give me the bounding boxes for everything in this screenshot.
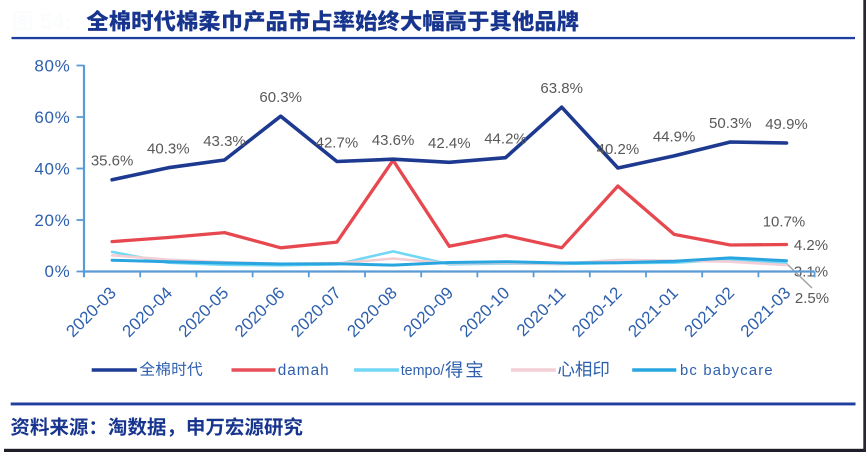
svg-text:40.3%: 40.3%	[147, 141, 190, 158]
svg-text:40%: 40%	[34, 159, 70, 178]
svg-text:49.9%: 49.9%	[765, 116, 808, 133]
svg-text:4.2%: 4.2%	[794, 237, 828, 254]
svg-text:60%: 60%	[34, 108, 70, 127]
svg-text:42.7%: 42.7%	[316, 134, 359, 151]
svg-text:10.7%: 10.7%	[763, 214, 806, 231]
svg-text:2.5%: 2.5%	[795, 290, 829, 307]
svg-text:43.3%: 43.3%	[203, 133, 246, 150]
svg-text:54:: 54:	[40, 9, 72, 34]
svg-text:35.6%: 35.6%	[91, 153, 134, 170]
svg-text:20%: 20%	[34, 211, 70, 230]
svg-text:bc babycare: bc babycare	[680, 363, 774, 379]
svg-text:50.3%: 50.3%	[709, 115, 752, 132]
svg-text:damah: damah	[278, 362, 330, 379]
svg-text:44.2%: 44.2%	[484, 131, 527, 148]
svg-text:80%: 80%	[34, 56, 70, 75]
svg-text:0%: 0%	[45, 262, 71, 281]
svg-text:40.2%: 40.2%	[597, 141, 640, 158]
svg-text:60.3%: 60.3%	[259, 89, 302, 106]
svg-text:43.6%: 43.6%	[372, 132, 415, 149]
svg-text:tempo/: tempo/	[401, 363, 445, 379]
svg-text:42.4%: 42.4%	[428, 135, 471, 152]
svg-text:44.9%: 44.9%	[653, 129, 696, 146]
svg-text:63.8%: 63.8%	[540, 80, 583, 97]
